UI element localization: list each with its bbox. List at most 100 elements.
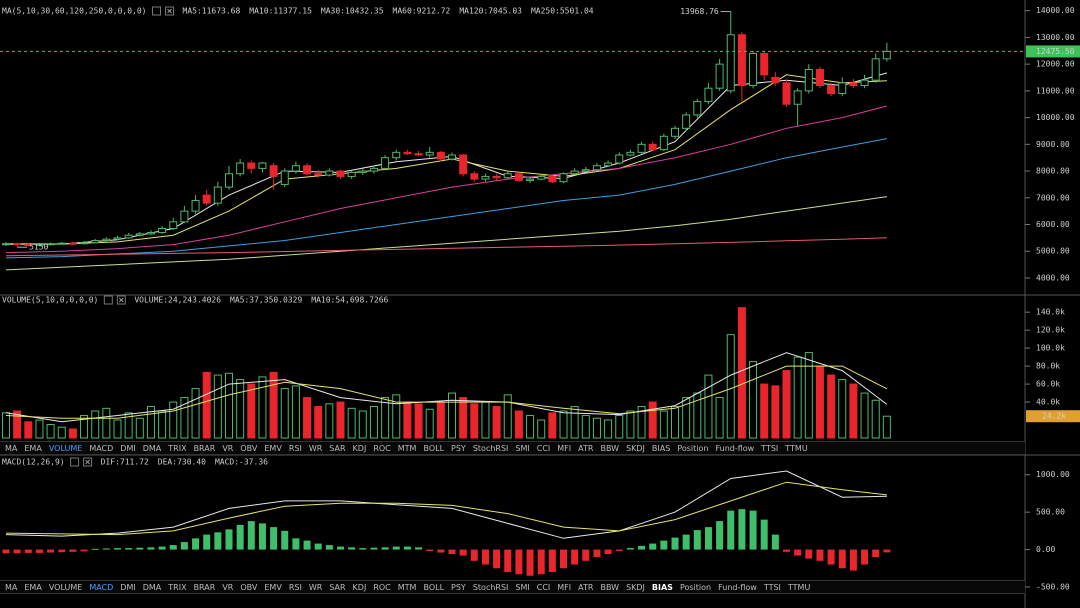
indicator-tab[interactable]: CCI (536, 582, 551, 592)
indicator-tab[interactable]: SMI (515, 582, 530, 592)
indicator-tab[interactable]: MACD (89, 443, 114, 453)
indicator-tab[interactable]: ROC (373, 443, 391, 453)
indicator-tab[interactable]: BRAR (193, 443, 216, 453)
candle-body (637, 143, 646, 153)
macd-bar (649, 543, 657, 550)
indicator-tab[interactable]: BOLL (423, 582, 445, 592)
indicator-tab[interactable]: SAR (329, 443, 346, 453)
candle-body (537, 175, 546, 180)
indicator-tab[interactable]: SKDJ (626, 582, 645, 592)
indicator-tab[interactable]: ATR (578, 582, 594, 592)
indicator-tab[interactable]: SAR (329, 582, 346, 592)
indicator-tab[interactable]: PSY (451, 443, 466, 453)
indicator-tab[interactable]: RSI (288, 443, 302, 453)
indicator-tab[interactable]: TTSI (763, 582, 781, 592)
indicator-tab[interactable]: BBW (600, 443, 620, 453)
macd-bar (58, 549, 66, 553)
macd-bar (515, 549, 523, 575)
macd-bar (593, 549, 601, 558)
indicator-tab[interactable]: VR (222, 443, 234, 453)
indicator-tab[interactable]: MTM (397, 443, 417, 453)
candle-body (570, 170, 579, 175)
indicator-tab[interactable]: TTSI (761, 443, 779, 453)
indicator-tab[interactable]: MA (5, 582, 18, 592)
candle-body (180, 210, 189, 223)
indicator-tab[interactable]: Position (679, 582, 712, 592)
indicator-tab[interactable]: MA (5, 443, 18, 453)
indicator-tab[interactable]: ROC (373, 582, 391, 592)
legend-icon (165, 6, 174, 16)
indicator-tab[interactable]: MTM (397, 582, 417, 592)
indicator-tab[interactable]: OBV (240, 443, 258, 453)
indicator-tab[interactable]: PSY (451, 582, 466, 592)
indicator-tab[interactable]: TRIX (168, 443, 187, 453)
volume-bar (581, 415, 590, 439)
candle-body (604, 162, 613, 167)
macd-bar (13, 549, 21, 554)
volume-bar (659, 410, 668, 439)
indicator-tabs: MA EMA VOLUME MACD DMI DMA TRIX BRAR VR OBV EMV RSI… (0, 441, 1025, 455)
indicator-tab[interactable]: KDJ (352, 582, 367, 592)
macd-bar (270, 527, 278, 550)
indicator-tab[interactable]: WR (308, 443, 323, 453)
indicator-tab[interactable]: EMV (264, 443, 282, 453)
indicator-tab[interactable]: Fund-flow (718, 582, 757, 592)
volume-bar (403, 401, 412, 439)
macd-bar (783, 549, 790, 552)
volume-bar (815, 365, 824, 439)
candle-body (860, 79, 869, 87)
macd-bar (91, 548, 99, 550)
indicator-tab[interactable]: CCI (536, 443, 551, 453)
indicator-tab[interactable]: RSI (288, 582, 302, 592)
indicator-tab[interactable]: VOLUME (48, 443, 83, 453)
indicator-tab[interactable]: KDJ (352, 443, 367, 453)
indicator-tab[interactable]: OBV (240, 582, 258, 592)
indicator-tab[interactable]: WR (308, 582, 323, 592)
indicator-tab[interactable]: ATR (578, 443, 594, 453)
indicator-tab[interactable]: VOLUME (48, 582, 83, 592)
legend-item: MA60:9212.72 (393, 7, 451, 16)
macd-bar (481, 549, 489, 565)
current-volume-label: 24.2k (1042, 412, 1066, 421)
indicator-tab[interactable]: BRAR (193, 582, 216, 592)
legend-icon (85, 459, 90, 465)
indicator-tab[interactable]: EMA (24, 443, 42, 453)
indicator-tab[interactable]: DMA (142, 582, 162, 592)
indicator-tab[interactable]: BOLL (423, 443, 445, 453)
indicator-tab[interactable]: TTMU (787, 582, 811, 592)
indicator-tab[interactable]: DMA (142, 443, 162, 453)
macd-bar (470, 549, 478, 561)
indicator-tab[interactable]: SMI (515, 443, 530, 453)
y-tick-label: 14000.00 (1036, 6, 1075, 15)
indicator-tab[interactable]: BIAS (651, 582, 673, 592)
indicator-tab[interactable]: Position (677, 443, 709, 453)
indicator-tab[interactable]: DMI (120, 443, 136, 453)
candle-body (659, 135, 668, 151)
volume-ma-line (5, 365, 888, 419)
indicator-tab[interactable]: EMA (24, 582, 42, 592)
indicator-tab[interactable]: TRIX (168, 582, 187, 592)
indicator-tab[interactable]: BBW (600, 582, 620, 592)
indicator-tab[interactable]: StochRSI (472, 582, 509, 592)
macd-bar (426, 549, 434, 552)
candle-body (470, 173, 479, 180)
indicator-tab[interactable]: MFI (557, 443, 572, 453)
volume-bar (793, 356, 802, 439)
candle-body (35, 243, 44, 246)
indicator-tab[interactable]: TTMU (785, 443, 808, 453)
indicator-tab[interactable]: BIAS (651, 443, 671, 453)
macd-bar (794, 549, 802, 556)
indicator-tab[interactable]: MACD (89, 582, 114, 592)
candle-body (392, 151, 401, 159)
indicator-tab[interactable]: StochRSI (472, 443, 509, 453)
indicator-tab[interactable]: EMV (264, 582, 282, 592)
macd-bar (80, 549, 88, 552)
legend-icon (167, 8, 172, 14)
macd-bar (69, 549, 77, 552)
indicator-tab[interactable]: MFI (557, 582, 572, 592)
indicator-tab[interactable]: Fund-flow (715, 443, 755, 453)
indicator-tab[interactable]: SKDJ (626, 443, 645, 453)
indicator-tab[interactable]: VR (222, 582, 234, 592)
macd-bar (370, 547, 378, 550)
indicator-tab[interactable]: DMI (120, 582, 136, 592)
